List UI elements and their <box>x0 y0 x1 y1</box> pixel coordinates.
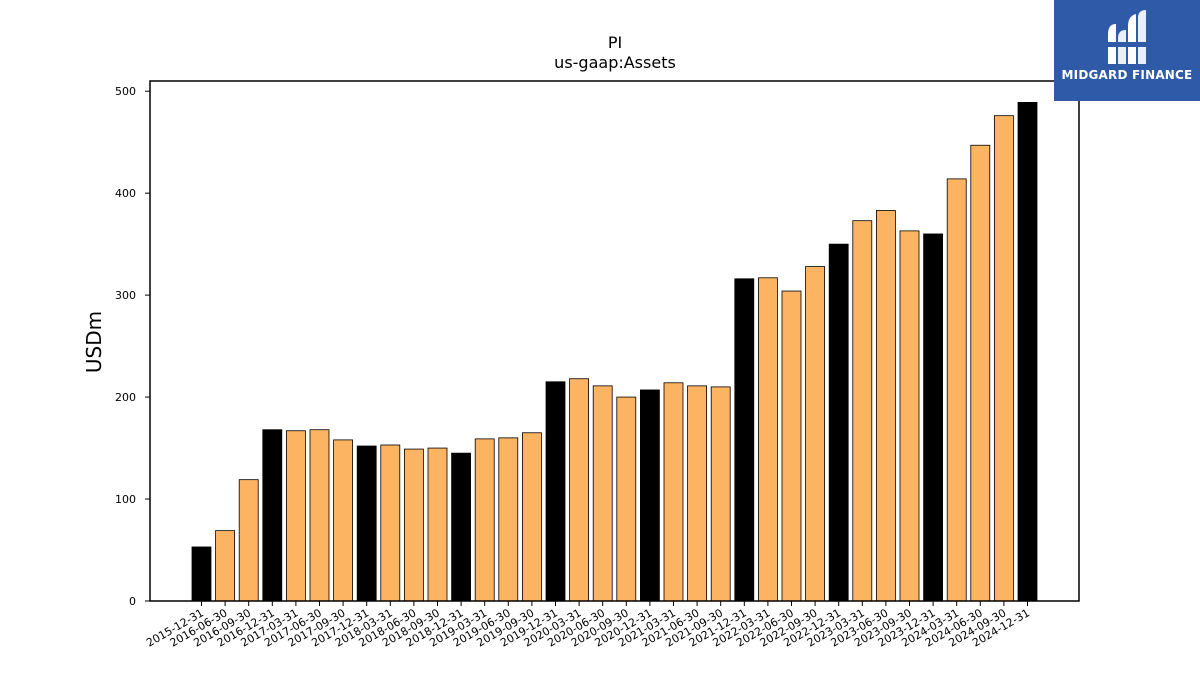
bar-2020-12-31 <box>640 389 660 602</box>
bar-2023-06-30 <box>876 210 896 602</box>
chart-title: PI <box>608 33 622 52</box>
x-axis: 2015-12-312016-06-302016-09-302016-12-31… <box>144 601 1032 650</box>
bar-2016-06-30 <box>215 530 236 602</box>
bar-2022-03-31 <box>758 277 778 602</box>
bar-2023-03-31 <box>852 220 873 602</box>
bar-2019-09-30 <box>522 432 542 602</box>
bar-2022-06-30 <box>781 290 802 602</box>
brand-logo: MIDGARD FINANCE <box>1054 0 1200 101</box>
bar-2019-12-31 <box>545 381 566 602</box>
plot-frame <box>149 80 1080 602</box>
logo-mark-icon <box>1106 10 1148 64</box>
chart-subtitle: us-gaap:Assets <box>554 53 676 72</box>
bar-2024-12-31 <box>1017 102 1038 602</box>
bar-2020-09-30 <box>616 396 637 602</box>
y-tick-label: 100 <box>115 493 136 506</box>
bar-2017-03-31 <box>285 430 306 602</box>
bar-2022-12-31 <box>828 243 849 602</box>
bar-2023-09-30 <box>899 230 920 602</box>
y-tick-label: 0 <box>129 595 136 608</box>
bar-2022-09-30 <box>805 266 825 602</box>
bar-2021-09-30 <box>710 386 731 602</box>
y-tick-label: 300 <box>115 289 136 302</box>
bar-2018-12-31 <box>451 452 472 602</box>
bar-2017-12-31 <box>356 445 377 602</box>
bar-2020-06-30 <box>592 385 613 602</box>
bar-2018-06-30 <box>403 448 424 602</box>
bar-2016-12-31 <box>262 429 283 602</box>
bar-2019-03-31 <box>474 438 495 602</box>
y-axis: 0 100 200 300 400 500 <box>115 85 150 608</box>
bar-2021-12-31 <box>734 278 755 602</box>
bar-2021-06-30 <box>687 385 707 602</box>
y-tick-label: 200 <box>115 391 136 404</box>
y-tick-label: 400 <box>115 187 136 200</box>
logo-text: MIDGARD FINANCE <box>1061 68 1193 82</box>
bar-2017-06-30 <box>309 429 330 602</box>
bar-2024-06-30 <box>970 144 991 602</box>
bars-group <box>191 102 1038 602</box>
bar-2017-09-30 <box>333 439 354 602</box>
y-axis-label: USDm <box>82 311 106 373</box>
y-tick-label: 500 <box>115 85 136 98</box>
bar-2020-03-31 <box>569 378 589 602</box>
bar-2015-12-31 <box>191 546 212 602</box>
bar-2019-06-30 <box>498 437 519 602</box>
bar-2021-03-31 <box>663 382 684 602</box>
bar-2024-09-30 <box>994 115 1014 602</box>
bar-2018-03-31 <box>380 444 401 602</box>
bar-2024-03-31 <box>946 178 967 602</box>
bar-2018-09-30 <box>427 447 448 602</box>
bar-2023-12-31 <box>923 233 943 602</box>
bar-2016-09-30 <box>238 479 259 602</box>
